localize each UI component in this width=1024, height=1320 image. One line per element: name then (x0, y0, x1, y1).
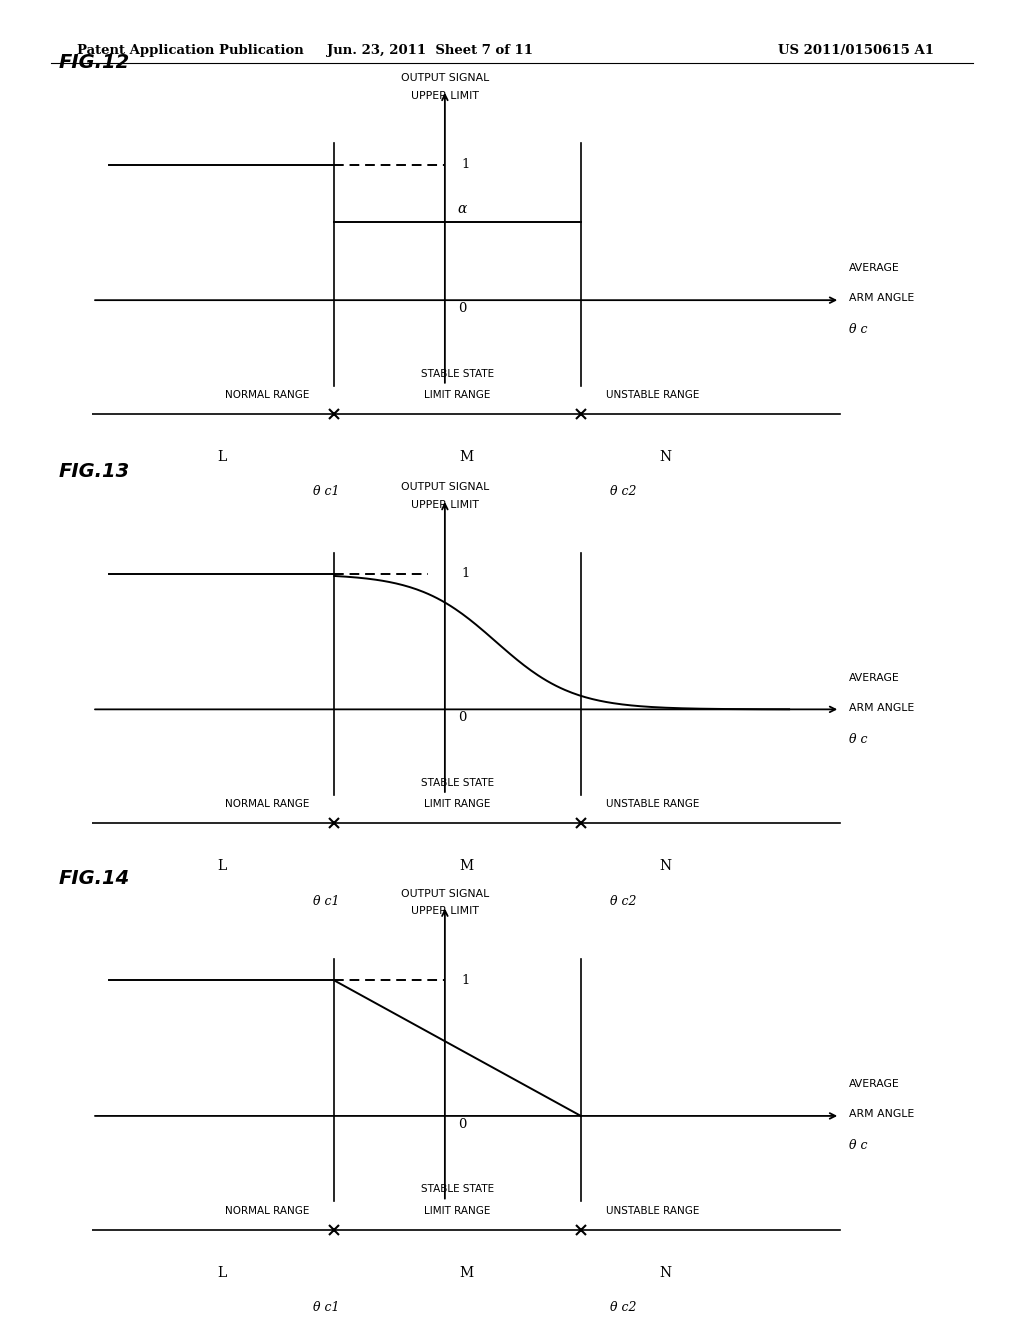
Text: L: L (217, 1266, 226, 1279)
Text: FIG.12: FIG.12 (58, 53, 129, 73)
Text: AVERAGE: AVERAGE (849, 1080, 899, 1089)
Text: STABLE STATE: STABLE STATE (421, 777, 495, 788)
Text: M: M (459, 1266, 473, 1279)
Text: α: α (458, 202, 467, 216)
Text: θ c: θ c (849, 733, 867, 746)
Text: N: N (659, 450, 672, 463)
Text: STABLE STATE: STABLE STATE (421, 1184, 495, 1195)
Text: 1: 1 (462, 974, 470, 987)
Text: 0: 0 (458, 302, 466, 315)
Text: ARM ANGLE: ARM ANGLE (849, 293, 913, 304)
Text: OUTPUT SIGNAL: OUTPUT SIGNAL (400, 73, 489, 83)
Text: M: M (459, 859, 473, 873)
Text: θ c2: θ c2 (610, 486, 637, 499)
Text: UPPER LIMIT: UPPER LIMIT (411, 907, 479, 916)
Text: LIMIT RANGE: LIMIT RANGE (424, 389, 490, 400)
Text: UNSTABLE RANGE: UNSTABLE RANGE (606, 1205, 699, 1216)
Text: UNSTABLE RANGE: UNSTABLE RANGE (606, 389, 699, 400)
Text: N: N (659, 859, 672, 873)
Text: LIMIT RANGE: LIMIT RANGE (424, 1205, 490, 1216)
Text: 0: 0 (458, 711, 466, 725)
Text: ARM ANGLE: ARM ANGLE (849, 702, 913, 713)
Text: 1: 1 (462, 158, 470, 172)
Text: θ c: θ c (849, 323, 867, 337)
Text: 0: 0 (458, 1118, 466, 1131)
Text: FIG.14: FIG.14 (58, 869, 129, 888)
Text: NORMAL RANGE: NORMAL RANGE (224, 389, 309, 400)
Text: θ c1: θ c1 (312, 895, 339, 908)
Text: FIG.13: FIG.13 (58, 462, 129, 482)
Text: 1: 1 (462, 568, 470, 581)
Text: OUTPUT SIGNAL: OUTPUT SIGNAL (400, 888, 489, 899)
Text: Patent Application Publication: Patent Application Publication (77, 44, 303, 57)
Text: L: L (217, 859, 226, 873)
Text: θ c2: θ c2 (610, 1302, 637, 1315)
Text: Jun. 23, 2011  Sheet 7 of 11: Jun. 23, 2011 Sheet 7 of 11 (327, 44, 534, 57)
Text: UPPER LIMIT: UPPER LIMIT (411, 500, 479, 510)
Text: UPPER LIMIT: UPPER LIMIT (411, 91, 479, 100)
Text: M: M (459, 450, 473, 463)
Text: θ c2: θ c2 (610, 895, 637, 908)
Text: AVERAGE: AVERAGE (849, 673, 899, 682)
Text: UNSTABLE RANGE: UNSTABLE RANGE (606, 799, 699, 809)
Text: US 2011/0150615 A1: US 2011/0150615 A1 (778, 44, 934, 57)
Text: OUTPUT SIGNAL: OUTPUT SIGNAL (400, 482, 489, 492)
Text: AVERAGE: AVERAGE (849, 264, 899, 273)
Text: LIMIT RANGE: LIMIT RANGE (424, 799, 490, 809)
Text: θ c1: θ c1 (312, 486, 339, 499)
Text: ARM ANGLE: ARM ANGLE (849, 1109, 913, 1119)
Text: STABLE STATE: STABLE STATE (421, 368, 495, 379)
Text: NORMAL RANGE: NORMAL RANGE (224, 799, 309, 809)
Text: L: L (217, 450, 226, 463)
Text: θ c1: θ c1 (312, 1302, 339, 1315)
Text: θ c: θ c (849, 1139, 867, 1152)
Text: N: N (659, 1266, 672, 1279)
Text: NORMAL RANGE: NORMAL RANGE (224, 1205, 309, 1216)
